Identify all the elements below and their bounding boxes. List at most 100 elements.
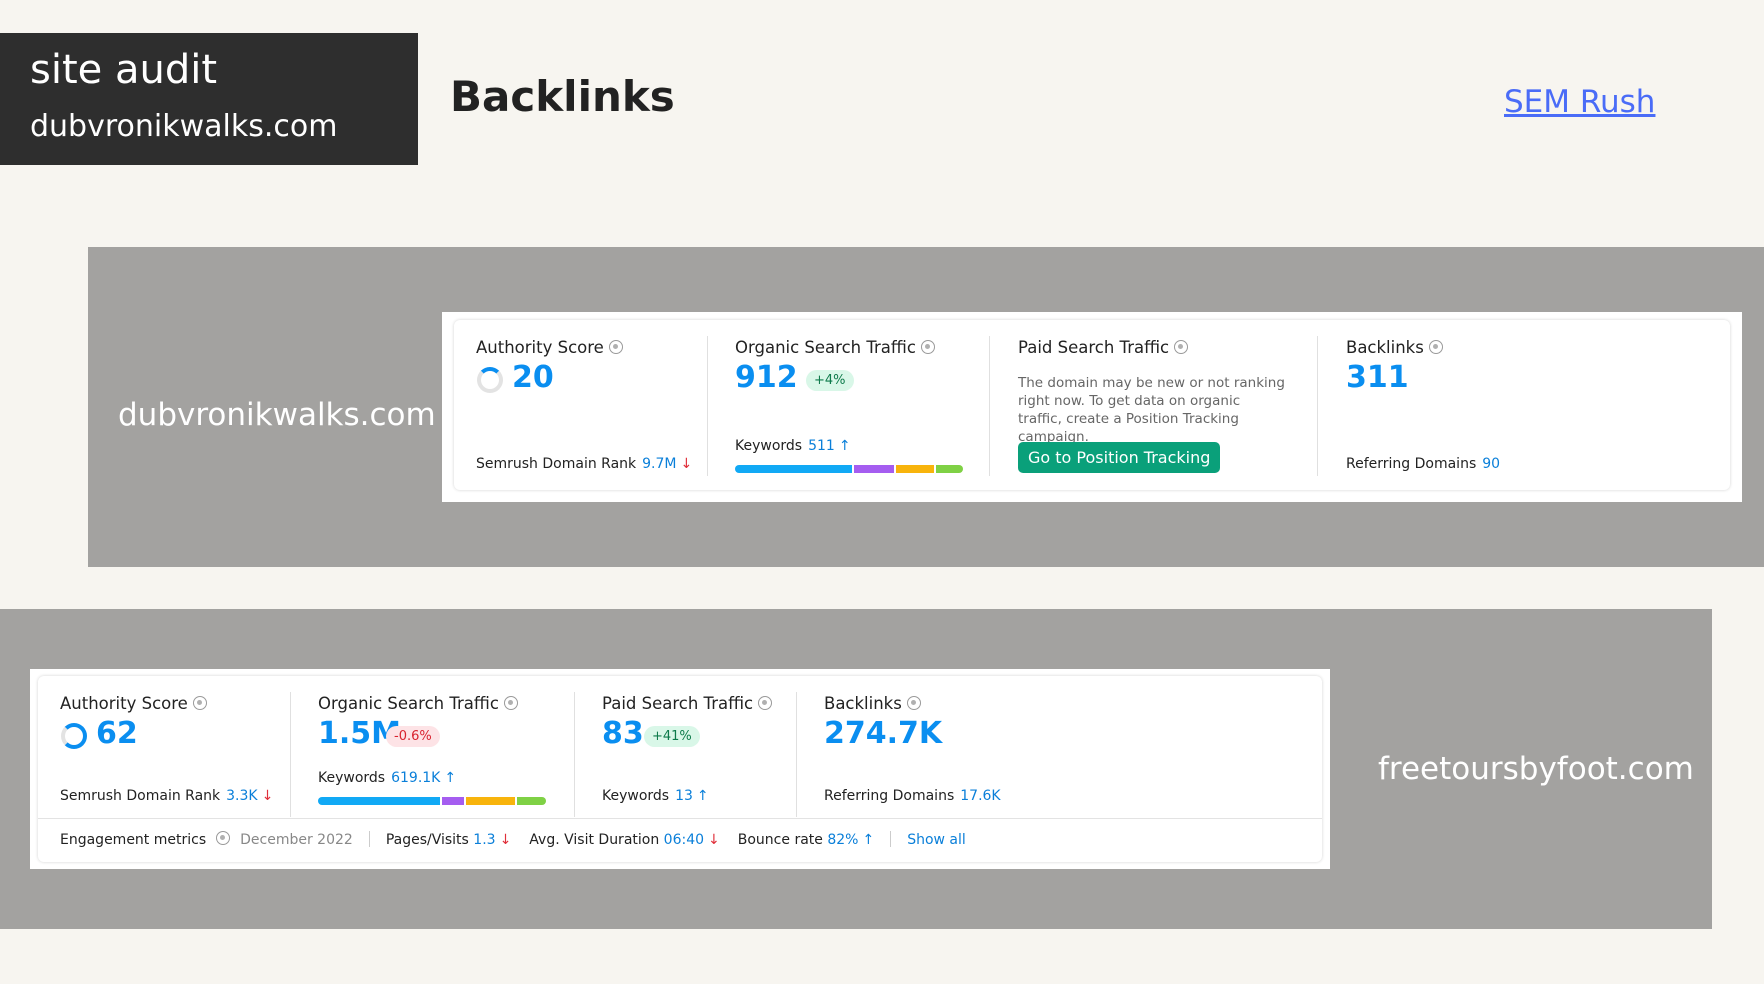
site2-paid-keywords-value[interactable]: 13 [675, 788, 693, 804]
site2-backlinks-value[interactable]: 274.7K [824, 716, 943, 751]
divider [574, 692, 575, 817]
site1-panel: Authority Score 20 Semrush Domain Rank 9.… [442, 312, 1742, 502]
arrow-up-icon: ↑ [862, 832, 875, 848]
arrow-down-icon: ↓ [708, 832, 720, 848]
title-box: site audit dubvronikwalks.com [0, 33, 418, 165]
site2-organic-change-badge: -0.6% [386, 726, 440, 747]
site2-organic-keywords-value[interactable]: 619.1K [391, 770, 441, 786]
arrow-down-icon: ↓ [680, 456, 693, 472]
site2-organic-title: Organic Search Traffic [318, 694, 518, 713]
info-icon[interactable] [906, 696, 921, 710]
site2-paid-keywords-label: Keywords [602, 788, 670, 804]
arrow-up-icon: ↑ [444, 770, 457, 786]
kwbar-segment [735, 465, 852, 473]
divider [796, 692, 797, 817]
site1-keyword-distribution-bar [735, 465, 963, 473]
site2-organic-keywords: Keywords 619.1K ↑ [318, 770, 456, 786]
separator [368, 831, 370, 847]
site2-panel: Authority Score 62 Semrush Domain Rank 3.… [30, 669, 1330, 869]
engagement-label: Engagement metrics [60, 832, 207, 848]
kwbar-segment [318, 797, 440, 805]
authority-ring-icon [61, 723, 87, 749]
site2-paid-title: Paid Search Traffic [602, 694, 773, 713]
info-icon[interactable] [920, 340, 935, 354]
kwbar-segment [896, 465, 934, 473]
site1-authority-score[interactable]: 20 [512, 360, 554, 395]
site1-organic-keywords-label: Keywords [735, 438, 803, 454]
site1-referring-domains-label: Referring Domains [1346, 456, 1477, 472]
info-icon[interactable] [503, 696, 518, 710]
kwbar-segment [441, 797, 464, 805]
engagement-divider [38, 818, 1322, 819]
pages-visits-value: 1.3 [473, 832, 496, 848]
site2-backlinks-title: Backlinks [824, 694, 921, 713]
avg-visit-duration-label: Avg. Visit Duration [529, 832, 660, 848]
site2-keyword-distribution-bar [318, 797, 546, 805]
kwbar-segment [854, 465, 894, 473]
site1-domain-rank-value[interactable]: 9.7M [642, 456, 677, 472]
info-icon[interactable] [758, 696, 773, 710]
authority-ring-icon [477, 367, 503, 393]
site2-referring-domains-label: Referring Domains [824, 788, 955, 804]
site2-backlinks-title-text: Backlinks [824, 694, 902, 713]
bounce-rate-label: Bounce rate [737, 832, 823, 848]
site2-paid-change-badge: +41% [644, 726, 700, 747]
info-icon[interactable] [192, 696, 207, 710]
show-all-link[interactable]: Show all [907, 832, 966, 848]
site1-organic-title: Organic Search Traffic [735, 338, 935, 357]
page-title: Backlinks [450, 72, 675, 121]
divider [1317, 336, 1318, 476]
info-icon[interactable] [216, 831, 231, 845]
info-icon[interactable] [1428, 340, 1443, 354]
kwbar-segment [936, 465, 963, 473]
site2-domain-rank-label: Semrush Domain Rank [60, 788, 221, 804]
engagement-metrics-row: Engagement metrics December 2022 Pages/Vis… [60, 831, 966, 848]
arrow-up-icon: ↑ [696, 788, 709, 804]
site2-authority-title-text: Authority Score [60, 694, 188, 713]
site1-authority-title: Authority Score [476, 338, 623, 357]
site2-paid-keywords: Keywords 13 ↑ [602, 788, 709, 804]
title-box-domain: dubvronikwalks.com [30, 109, 338, 144]
site2-authority-title: Authority Score [60, 694, 207, 713]
site2-band: freetoursbyfoot.com Authority Score 62 S… [0, 609, 1712, 929]
site1-organic-keywords: Keywords 511 ↑ [735, 438, 851, 454]
engagement-period: December 2022 [240, 832, 353, 848]
site2-referring-domains-value[interactable]: 17.6K [960, 788, 1001, 804]
site1-backlinks-title-text: Backlinks [1346, 338, 1424, 357]
site2-domain-label: freetoursbyfoot.com [1378, 751, 1694, 787]
site1-domain-label: dubvronikwalks.com [118, 397, 436, 433]
arrow-up-icon: ↑ [838, 438, 851, 454]
site1-backlinks-title: Backlinks [1346, 338, 1443, 357]
site2-paid-title-text: Paid Search Traffic [602, 694, 754, 713]
site1-referring-domains-value[interactable]: 90 [1482, 456, 1501, 472]
pages-visits-label: Pages/Visits [385, 832, 469, 848]
divider [707, 336, 708, 476]
site1-paid-description: The domain may be new or not ranking rig… [1018, 375, 1285, 445]
separator [890, 831, 892, 847]
site2-organic-keywords-label: Keywords [318, 770, 386, 786]
site2-domain-rank-value[interactable]: 3.3K [226, 788, 258, 804]
go-to-position-tracking-button[interactable]: Go to Position Tracking [1018, 442, 1221, 473]
site1-organic-keywords-value[interactable]: 511 [808, 438, 835, 454]
site1-domain-rank: Semrush Domain Rank 9.7M ↓ [476, 456, 692, 472]
sem-rush-link[interactable]: SEM Rush [1504, 84, 1656, 120]
site1-paid-title-text: Paid Search Traffic [1018, 338, 1170, 357]
site2-overview-card: Authority Score 62 Semrush Domain Rank 3.… [38, 676, 1322, 862]
divider [989, 336, 990, 476]
site2-domain-rank: Semrush Domain Rank 3.3K ↓ [60, 788, 273, 804]
site1-backlinks-value[interactable]: 311 [1346, 360, 1409, 395]
site1-paid-title: Paid Search Traffic [1018, 338, 1189, 357]
kwbar-segment [517, 797, 546, 805]
site1-organic-value[interactable]: 912 [735, 360, 798, 395]
info-icon[interactable] [608, 340, 623, 354]
site2-authority-score[interactable]: 62 [96, 716, 138, 751]
site2-paid-value[interactable]: 83 [602, 716, 644, 751]
arrow-down-icon: ↓ [499, 832, 512, 848]
site1-referring-domains: Referring Domains 90 [1346, 456, 1500, 472]
site1-domain-rank-label: Semrush Domain Rank [476, 456, 637, 472]
site2-organic-title-text: Organic Search Traffic [318, 694, 499, 713]
site1-organic-title-text: Organic Search Traffic [735, 338, 916, 357]
info-icon[interactable] [1174, 340, 1189, 354]
divider [290, 692, 291, 817]
kwbar-segment [465, 797, 516, 805]
